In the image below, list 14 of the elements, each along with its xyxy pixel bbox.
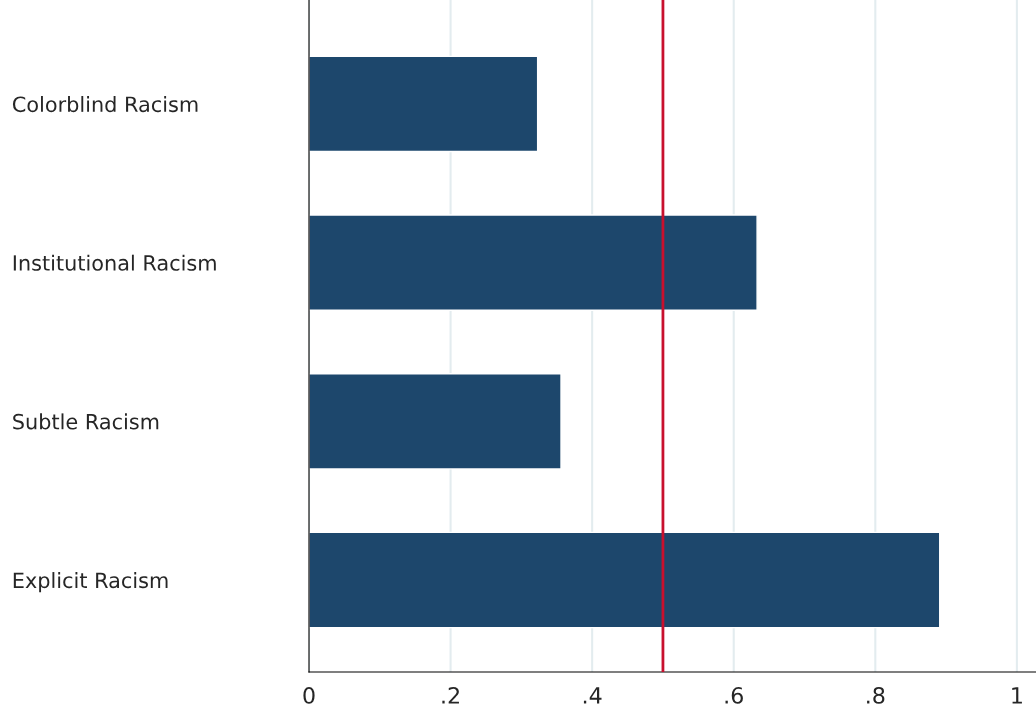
y-tick-label: Colorblind Racism [12,96,198,113]
x-tick-label: .2 [442,686,459,704]
bar [309,214,758,311]
bar [309,55,539,153]
bar [309,372,562,470]
y-tick-label: Explicit Racism [13,572,168,593]
x-tick-label: .6 [725,686,743,704]
y-tick-label: Subtle Racism [13,413,159,430]
y-tick-label: Institutional Racism [13,254,216,271]
x-tick-label: .8 [867,686,885,704]
bar [309,531,941,629]
x-tick-label: 1 [1012,687,1022,704]
x-tick-label: .4 [583,687,602,704]
x-tick-label: 0 [303,686,315,704]
